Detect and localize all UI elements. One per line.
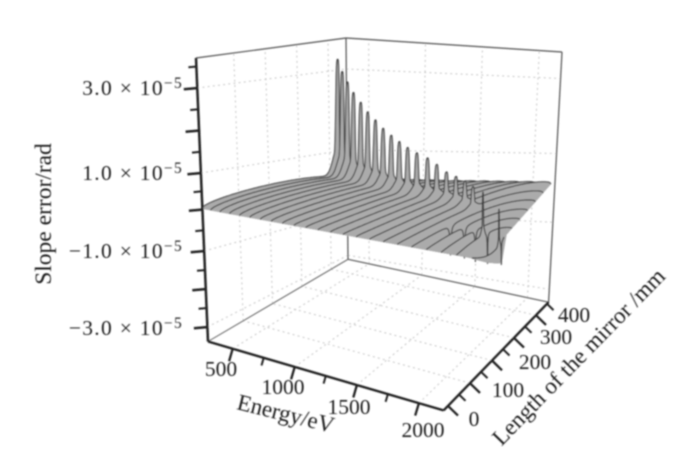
svg-text:Slope error/rad: Slope error/rad xyxy=(31,143,57,285)
svg-text:1000: 1000 xyxy=(262,375,305,399)
svg-text:0: 0 xyxy=(469,407,480,431)
svg-text:500: 500 xyxy=(205,357,237,381)
svg-text:400: 400 xyxy=(558,303,590,327)
svg-text:−3.0 × 10−5: −3.0 × 10−5 xyxy=(69,315,183,340)
svg-text:2000: 2000 xyxy=(402,418,445,442)
svg-text:−1.0 × 10−5: −1.0 × 10−5 xyxy=(69,238,183,263)
svg-text:1500: 1500 xyxy=(328,395,371,419)
svg-text:200: 200 xyxy=(519,350,551,374)
svg-text:300: 300 xyxy=(540,325,572,349)
svg-text:100: 100 xyxy=(492,378,524,402)
